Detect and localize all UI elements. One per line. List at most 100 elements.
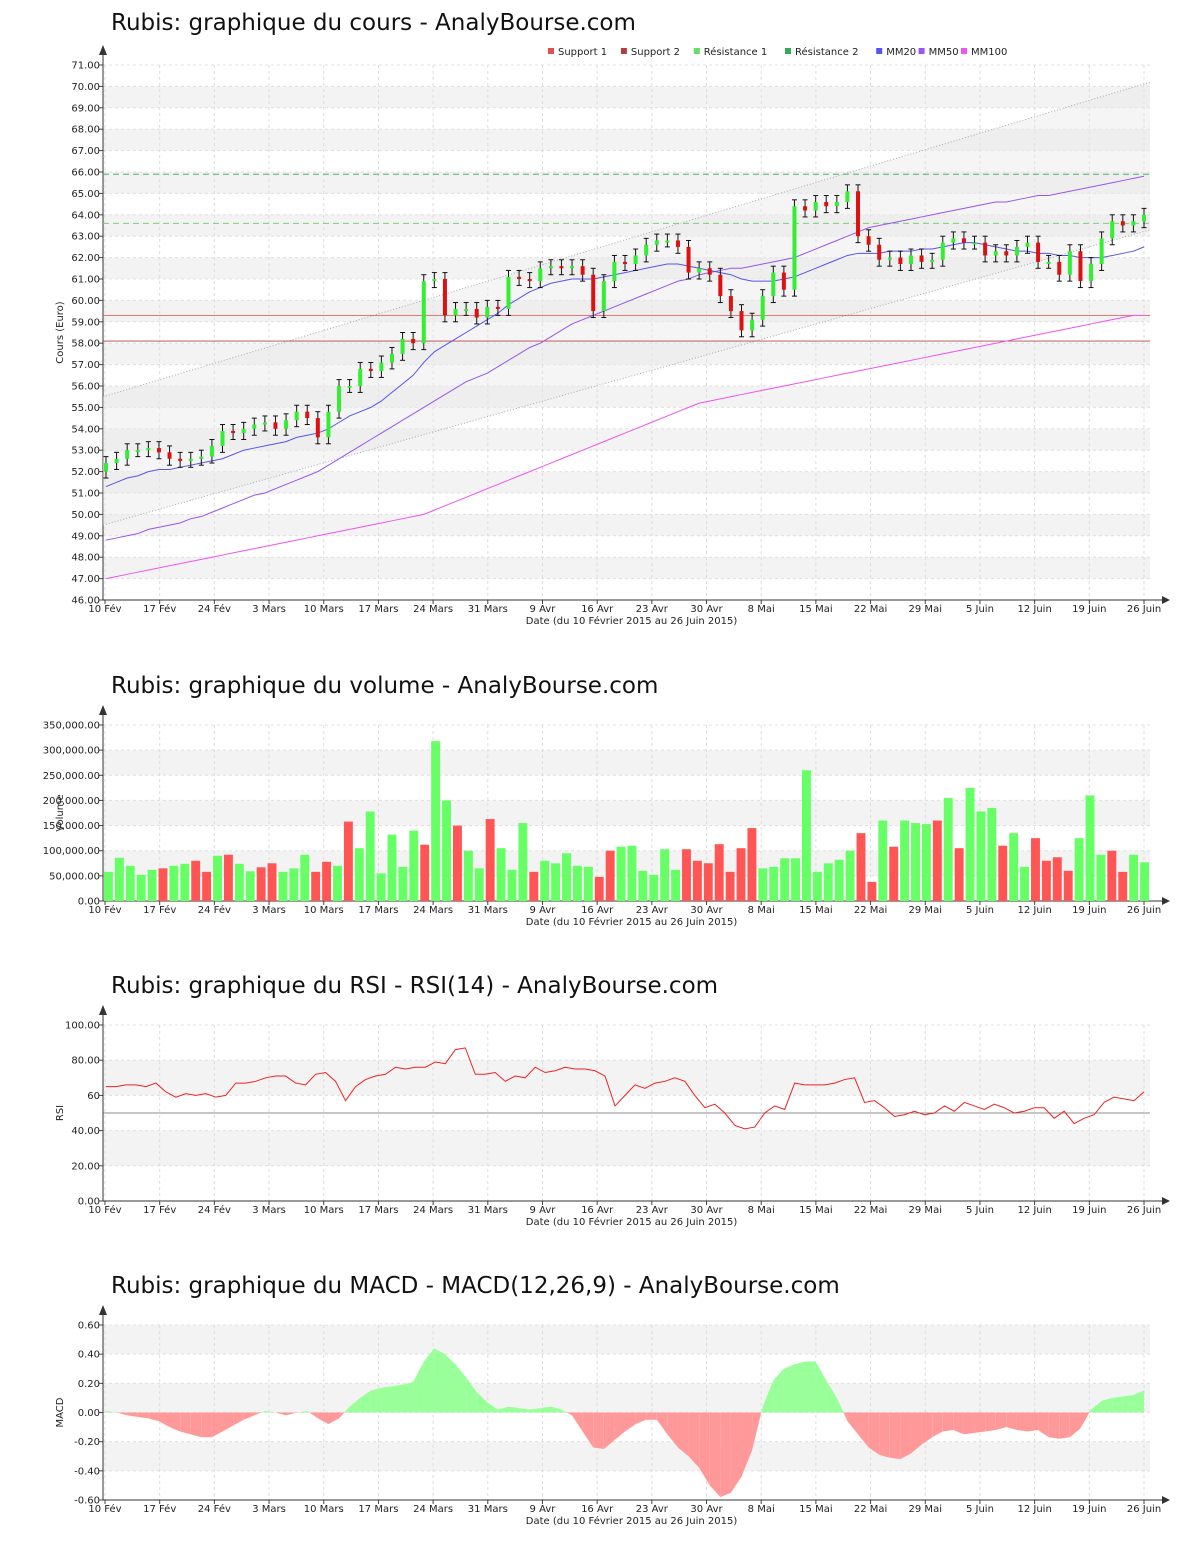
grid-band (103, 214, 1150, 237)
x-axis-arrow (1162, 1197, 1170, 1205)
volume-bar (202, 871, 212, 901)
candle-body (273, 422, 278, 429)
candle-body (1057, 261, 1062, 275)
macd-area (497, 1406, 509, 1413)
candle-body (771, 272, 776, 297)
x-axis-label: Date (du 10 Février 2015 au 26 Juin 2015… (526, 615, 738, 627)
candle-body (262, 422, 267, 425)
x-tick-label: 30 Avr (690, 1205, 723, 1216)
x-tick-label: 3 Mars (252, 1504, 286, 1515)
candle-body (972, 242, 977, 245)
x-tick-label: 17 Mars (358, 905, 398, 916)
candle-body (834, 201, 839, 207)
trend-channel-upper (102, 81, 1151, 398)
y-tick-label: 49.00 (71, 531, 100, 542)
macd-area (444, 1354, 456, 1413)
x-tick-label: 15 Mai (799, 1504, 832, 1515)
volume-bar (987, 807, 997, 901)
x-tick-label: 26 Juin (1127, 905, 1161, 916)
x-tick-label: 5 Juin (966, 1504, 994, 1515)
y-tick-label: 80.00 (71, 1056, 100, 1067)
candle-body (675, 240, 680, 247)
volume-bar (965, 787, 975, 901)
x-tick-label: 17 Mars (358, 604, 398, 615)
x-tick-label: 16 Avr (581, 905, 614, 916)
macd-area (761, 1406, 763, 1413)
macd-area (529, 1408, 541, 1413)
volume-bar (976, 811, 986, 901)
macd-area (688, 1412, 700, 1468)
y-tick-label: 0.00 (78, 1408, 100, 1419)
macd-area (593, 1412, 604, 1449)
x-tick-label: 24 Mars (413, 1504, 453, 1515)
candle-body (1099, 238, 1104, 265)
legend-swatch (785, 48, 791, 54)
candle-body (453, 308, 458, 316)
candle-body (580, 266, 585, 275)
y-axis-label: Cours (Euro) (55, 301, 66, 364)
volume-bar (714, 844, 724, 901)
x-tick-label: 24 Mars (413, 905, 453, 916)
macd-area (794, 1361, 806, 1413)
macd-area (261, 1411, 265, 1413)
volume-bar (322, 861, 332, 901)
macd-area (572, 1412, 583, 1432)
volume-bar (311, 871, 321, 901)
macd-area (550, 1406, 562, 1413)
volume-bar (158, 868, 168, 901)
y-axis-label: MACD (55, 1397, 66, 1427)
x-axis-label: Date (du 10 Février 2015 au 26 Juin 2015… (526, 1515, 738, 1527)
y-tick-label: 100,000.00 (43, 846, 100, 857)
macd-area (805, 1361, 816, 1413)
candle-body (1078, 251, 1083, 282)
candle-body (411, 338, 416, 344)
macd-area (423, 1348, 435, 1413)
macd-area (317, 1412, 329, 1425)
legend-label: Support 1 (558, 47, 607, 58)
volume-bar (671, 869, 681, 901)
candle-body (305, 411, 310, 419)
volume-bar (191, 860, 201, 901)
macd-area (932, 1412, 943, 1438)
grid-band (103, 86, 1150, 108)
legend-label: Résistance 2 (795, 46, 858, 58)
candle-body (856, 191, 861, 237)
macd-area (953, 1412, 964, 1435)
ma100-line (105, 314, 1144, 580)
volume-bar (583, 866, 593, 901)
grid-band (103, 1383, 1150, 1413)
macd-area (900, 1412, 911, 1460)
x-axis-arrow (1162, 1496, 1170, 1504)
candle-body (252, 424, 257, 429)
macd-area (180, 1412, 191, 1435)
x-tick-label: 5 Juin (966, 604, 994, 615)
candle-body (337, 386, 342, 412)
y-tick-label: 50,000.00 (49, 871, 100, 882)
rsi-chart-title: Rubis: graphique du RSI - RSI(14) - Anal… (111, 973, 719, 999)
macd-area (296, 1411, 308, 1413)
candle-body (1089, 264, 1094, 282)
macd-area (858, 1412, 869, 1448)
volume-bar (594, 876, 604, 901)
x-tick-label: 29 Mai (909, 1205, 942, 1216)
candle-body (517, 276, 522, 279)
macd-area (963, 1412, 975, 1435)
candle-body (951, 238, 956, 243)
volume-bar (725, 871, 735, 901)
volume-bar (943, 797, 953, 901)
y-tick-label: 20.00 (71, 1161, 100, 1172)
x-tick-label: 8 Mai (748, 604, 775, 615)
candle-body (167, 452, 172, 459)
candle-body (104, 463, 108, 472)
trend-channel-lower (102, 229, 1151, 526)
macd-area (709, 1412, 721, 1498)
candle-body (1142, 214, 1146, 222)
grid-band (103, 428, 1150, 451)
x-tick-label: 5 Juin (966, 905, 994, 916)
volume-bar (845, 850, 855, 901)
grid-band (103, 172, 1150, 194)
y-tick-label: 69.00 (71, 103, 100, 114)
candle-body (220, 430, 225, 446)
x-tick-label: 8 Mai (748, 1504, 775, 1515)
candle-body (824, 201, 829, 207)
